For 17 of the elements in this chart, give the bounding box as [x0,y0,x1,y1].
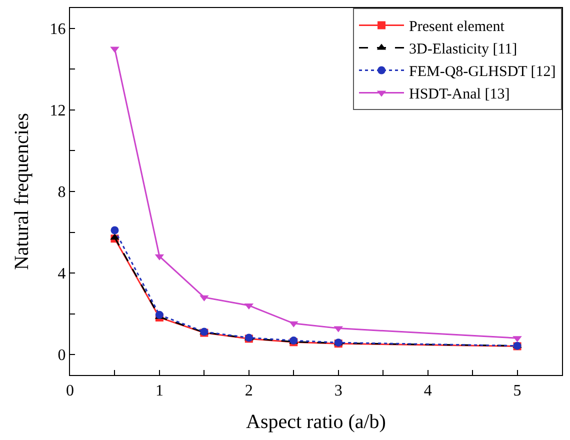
y-tick-label: 8 [58,184,66,202]
point [110,226,119,234]
x-tick-label: 1 [155,382,164,400]
legend-label: HSDT-Anal [13] [409,86,510,103]
x-tick-label: 4 [424,382,432,400]
y-tick-label: 16 [50,20,66,38]
y-tick-label: 4 [58,266,66,283]
y-axis-title: Natural frequencies [11,112,34,270]
x-tick-label: 3 [334,382,342,400]
legend-label: 3D-Elasticity [11] [409,42,518,58]
y-tick-label: 12 [50,102,66,120]
x-tick-label: 5 [513,382,522,400]
x-axis-title: Aspect ratio (a/b) [246,410,386,433]
legend-label: Present element [409,19,506,36]
y-tick-label: 0 [58,347,66,364]
legend-label: FEM-Q8-GLHSDT [12] [409,64,556,80]
x-tick-label: 2 [244,382,253,400]
